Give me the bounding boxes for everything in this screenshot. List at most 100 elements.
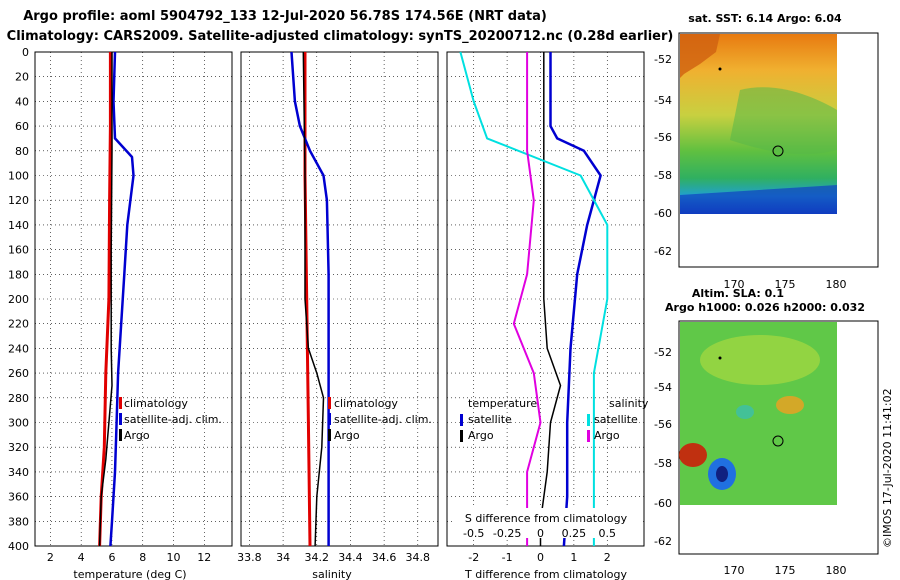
sst-map: sat. SST: 6.14 Argo: 6.04 -52 -54 -56 -5… [654, 12, 879, 291]
title-line2: Climatology: CARS2009. Satellite-adjuste… [7, 29, 674, 44]
legend-satellite-label: satellite-adj. clim. [124, 413, 222, 426]
x-tick-label: -2 [468, 551, 479, 564]
temperature-frame [34, 51, 233, 547]
x-tick-label: 0 [537, 551, 544, 564]
difference-grid [447, 52, 644, 546]
depth-tick-label: 140 [8, 219, 29, 232]
x-tick-label: 12 [197, 551, 211, 564]
s-axis-backdrop [453, 508, 641, 538]
sla-warm-eddy [776, 396, 804, 414]
sla-xtick-label: 180 [826, 564, 847, 577]
legend-temperature-title: temperature [468, 397, 537, 410]
legend-t-satellite-swatch [460, 414, 463, 426]
sla-ytick-label: -52 [654, 346, 672, 359]
sst-ytick-label: -54 [654, 94, 672, 107]
legend-argo-label: Argo [334, 429, 360, 442]
x-tick-label: 2 [604, 551, 611, 564]
sst-cold-band [680, 185, 837, 214]
sst-map-title: sat. SST: 6.14 Argo: 6.04 [688, 12, 842, 25]
x-tick-label: 1 [570, 551, 577, 564]
depth-tick-label: 300 [8, 417, 29, 430]
legend-climatology-label: climatology [334, 397, 398, 410]
sst-ytick-label: -52 [654, 53, 672, 66]
sla-ytick-label: -54 [654, 381, 672, 394]
depth-tick-label: 180 [8, 268, 29, 281]
depth-tick-label: 320 [8, 441, 29, 454]
depth-tick-label: 340 [8, 466, 29, 479]
depth-tick-label: 380 [8, 515, 29, 528]
depth-tick-label: 360 [8, 491, 29, 504]
sla-xtick-label: 175 [775, 564, 796, 577]
s-difference-ticks: -0.5 -0.25 0 0.25 0.5 [463, 527, 616, 540]
salinity-grid [241, 52, 438, 546]
series-line-t-satellite [549, 52, 602, 547]
sst-argo-position-marker [772, 145, 784, 157]
sst-ytick-label: -62 [654, 245, 672, 258]
sla-low-eddy-core [716, 466, 728, 482]
sla-ytick-label: -60 [654, 497, 672, 510]
legend-t-argo-swatch [460, 430, 463, 442]
difference-frame [446, 51, 645, 547]
sst-x-ticks: 170 175 180 [724, 278, 847, 291]
temperature-x-ticks: 2 4 6 8 10 12 [47, 551, 211, 564]
sla-cool-eddy [736, 405, 754, 419]
depth-tick-label: 400 [8, 540, 29, 553]
sst-xtick-label: 175 [775, 278, 796, 291]
legend-salinity-title: salinity [609, 397, 649, 410]
sst-xtick-label: 170 [724, 278, 745, 291]
legend-climatology-swatch [328, 397, 331, 409]
depth-tick-label: 220 [8, 318, 29, 331]
x-tick-label: 34.6 [372, 551, 397, 564]
temperature-series [98, 51, 135, 547]
legend-t-satellite-label: satellite [468, 413, 512, 426]
sla-map-title: Altim. SLA: 0.1 [692, 287, 784, 300]
x-tick-label: 6 [108, 551, 115, 564]
sla-patch [700, 335, 820, 385]
depth-tick-label: 120 [8, 194, 29, 207]
difference-series [459, 51, 609, 547]
legend-argo-swatch [328, 429, 331, 441]
sla-map: Altim. SLA: 0.1 Argo h1000: 0.026 h2000:… [654, 287, 879, 577]
series-line-argo [98, 52, 113, 547]
legend-satellite-label: satellite-adj. clim. [334, 413, 432, 426]
series-line-t-argo [539, 52, 562, 546]
sst-y-ticks: -52 -54 -56 -58 -60 -62 [654, 53, 672, 258]
depth-tick-label: 20 [15, 71, 29, 84]
x-tick-label: 33.8 [237, 551, 262, 564]
x-tick-label: 34.4 [338, 551, 363, 564]
x-tick-label: 10 [167, 551, 181, 564]
sla-y-ticks: -52 -54 -56 -58 -60 -62 [654, 346, 672, 548]
sla-x-ticks: 170 175 180 [724, 564, 847, 577]
sst-xtick-label: 180 [826, 278, 847, 291]
sst-island-marker [718, 67, 722, 71]
s-tick-label: 0.25 [562, 527, 587, 540]
legend-argo-label: Argo [124, 429, 150, 442]
sla-xtick-label: 170 [724, 564, 745, 577]
sla-map-subtitle: Argo h1000: 0.026 h2000: 0.032 [665, 301, 865, 314]
sst-ytick-label: -56 [654, 131, 672, 144]
s-tick-label: -0.25 [493, 527, 521, 540]
temperature-panel: 2 4 6 8 10 12 0 20 40 60 80 100 120 140 160 180 200 220 2… [8, 46, 233, 580]
sla-ytick-label: -56 [654, 418, 672, 431]
x-tick-label: -1 [502, 551, 513, 564]
s-tick-label: -0.5 [463, 527, 484, 540]
legend-s-argo-label: Argo [594, 429, 620, 442]
x-tick-label: 8 [139, 551, 146, 564]
depth-tick-label: 160 [8, 244, 29, 257]
legend-t-argo-label: Argo [468, 429, 494, 442]
salinity-panel: 33.8 34 34.2 34.4 34.6 34.8 salinity climatol… [237, 51, 439, 580]
legend-climatology-swatch [119, 397, 122, 409]
x-tick-label: 34 [276, 551, 290, 564]
difference-xlabel: T difference from climatology [464, 568, 627, 580]
temperature-grid [35, 52, 232, 546]
depth-axis: 0 20 40 60 80 100 120 140 160 180 200 220 240 260 280 3… [8, 46, 29, 553]
sla-island-marker [718, 356, 722, 360]
sla-high-eddy [679, 443, 707, 467]
salinity-x-ticks: 33.8 34 34.2 34.4 34.6 34.8 [237, 551, 430, 564]
s-difference-label: S difference from climatology [465, 512, 628, 525]
sla-argo-position-marker [772, 435, 784, 447]
depth-tick-label: 0 [22, 46, 29, 59]
x-tick-label: 4 [78, 551, 85, 564]
title-line1: Argo profile: aoml 5904792_133 12-Jul-20… [23, 9, 547, 24]
